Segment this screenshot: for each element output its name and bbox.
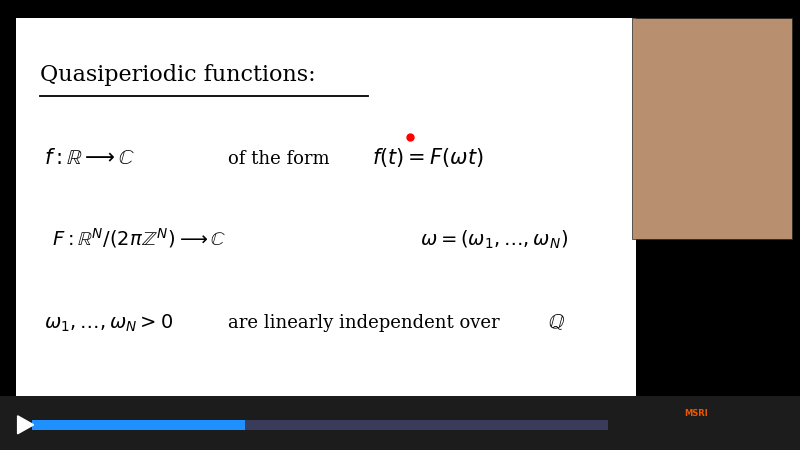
Text: $\omega_1,\ldots,\omega_N > 0$: $\omega_1,\ldots,\omega_N > 0$	[44, 312, 173, 334]
Text: $f:\mathbb{R}\longrightarrow\mathbb{C}$: $f:\mathbb{R}\longrightarrow\mathbb{C}$	[44, 148, 135, 168]
Bar	[32, 420, 245, 430]
Bar	[0, 396, 800, 450]
Bar	[32, 420, 608, 430]
Bar	[16, 18, 636, 396]
Text: $F:\mathbb{R}^N/(2\pi\mathbb{Z}^N)\longrightarrow\mathbb{C}$: $F:\mathbb{R}^N/(2\pi\mathbb{Z}^N)\longr…	[52, 226, 226, 250]
Text: MSRI: MSRI	[684, 409, 708, 418]
Text: $\mathbb{Q}$: $\mathbb{Q}$	[548, 313, 565, 333]
Text: $f(t) = F(\omega t)$: $f(t) = F(\omega t)$	[372, 146, 484, 169]
Bar	[632, 18, 792, 239]
Text: Quasiperiodic functions:: Quasiperiodic functions:	[40, 64, 316, 86]
Text: of the form: of the form	[228, 150, 330, 168]
Polygon shape	[18, 416, 34, 434]
Text: are linearly independent over: are linearly independent over	[228, 315, 500, 333]
Text: $\omega = (\omega_1,\ldots,\omega_N)$: $\omega = (\omega_1,\ldots,\omega_N)$	[420, 228, 568, 251]
